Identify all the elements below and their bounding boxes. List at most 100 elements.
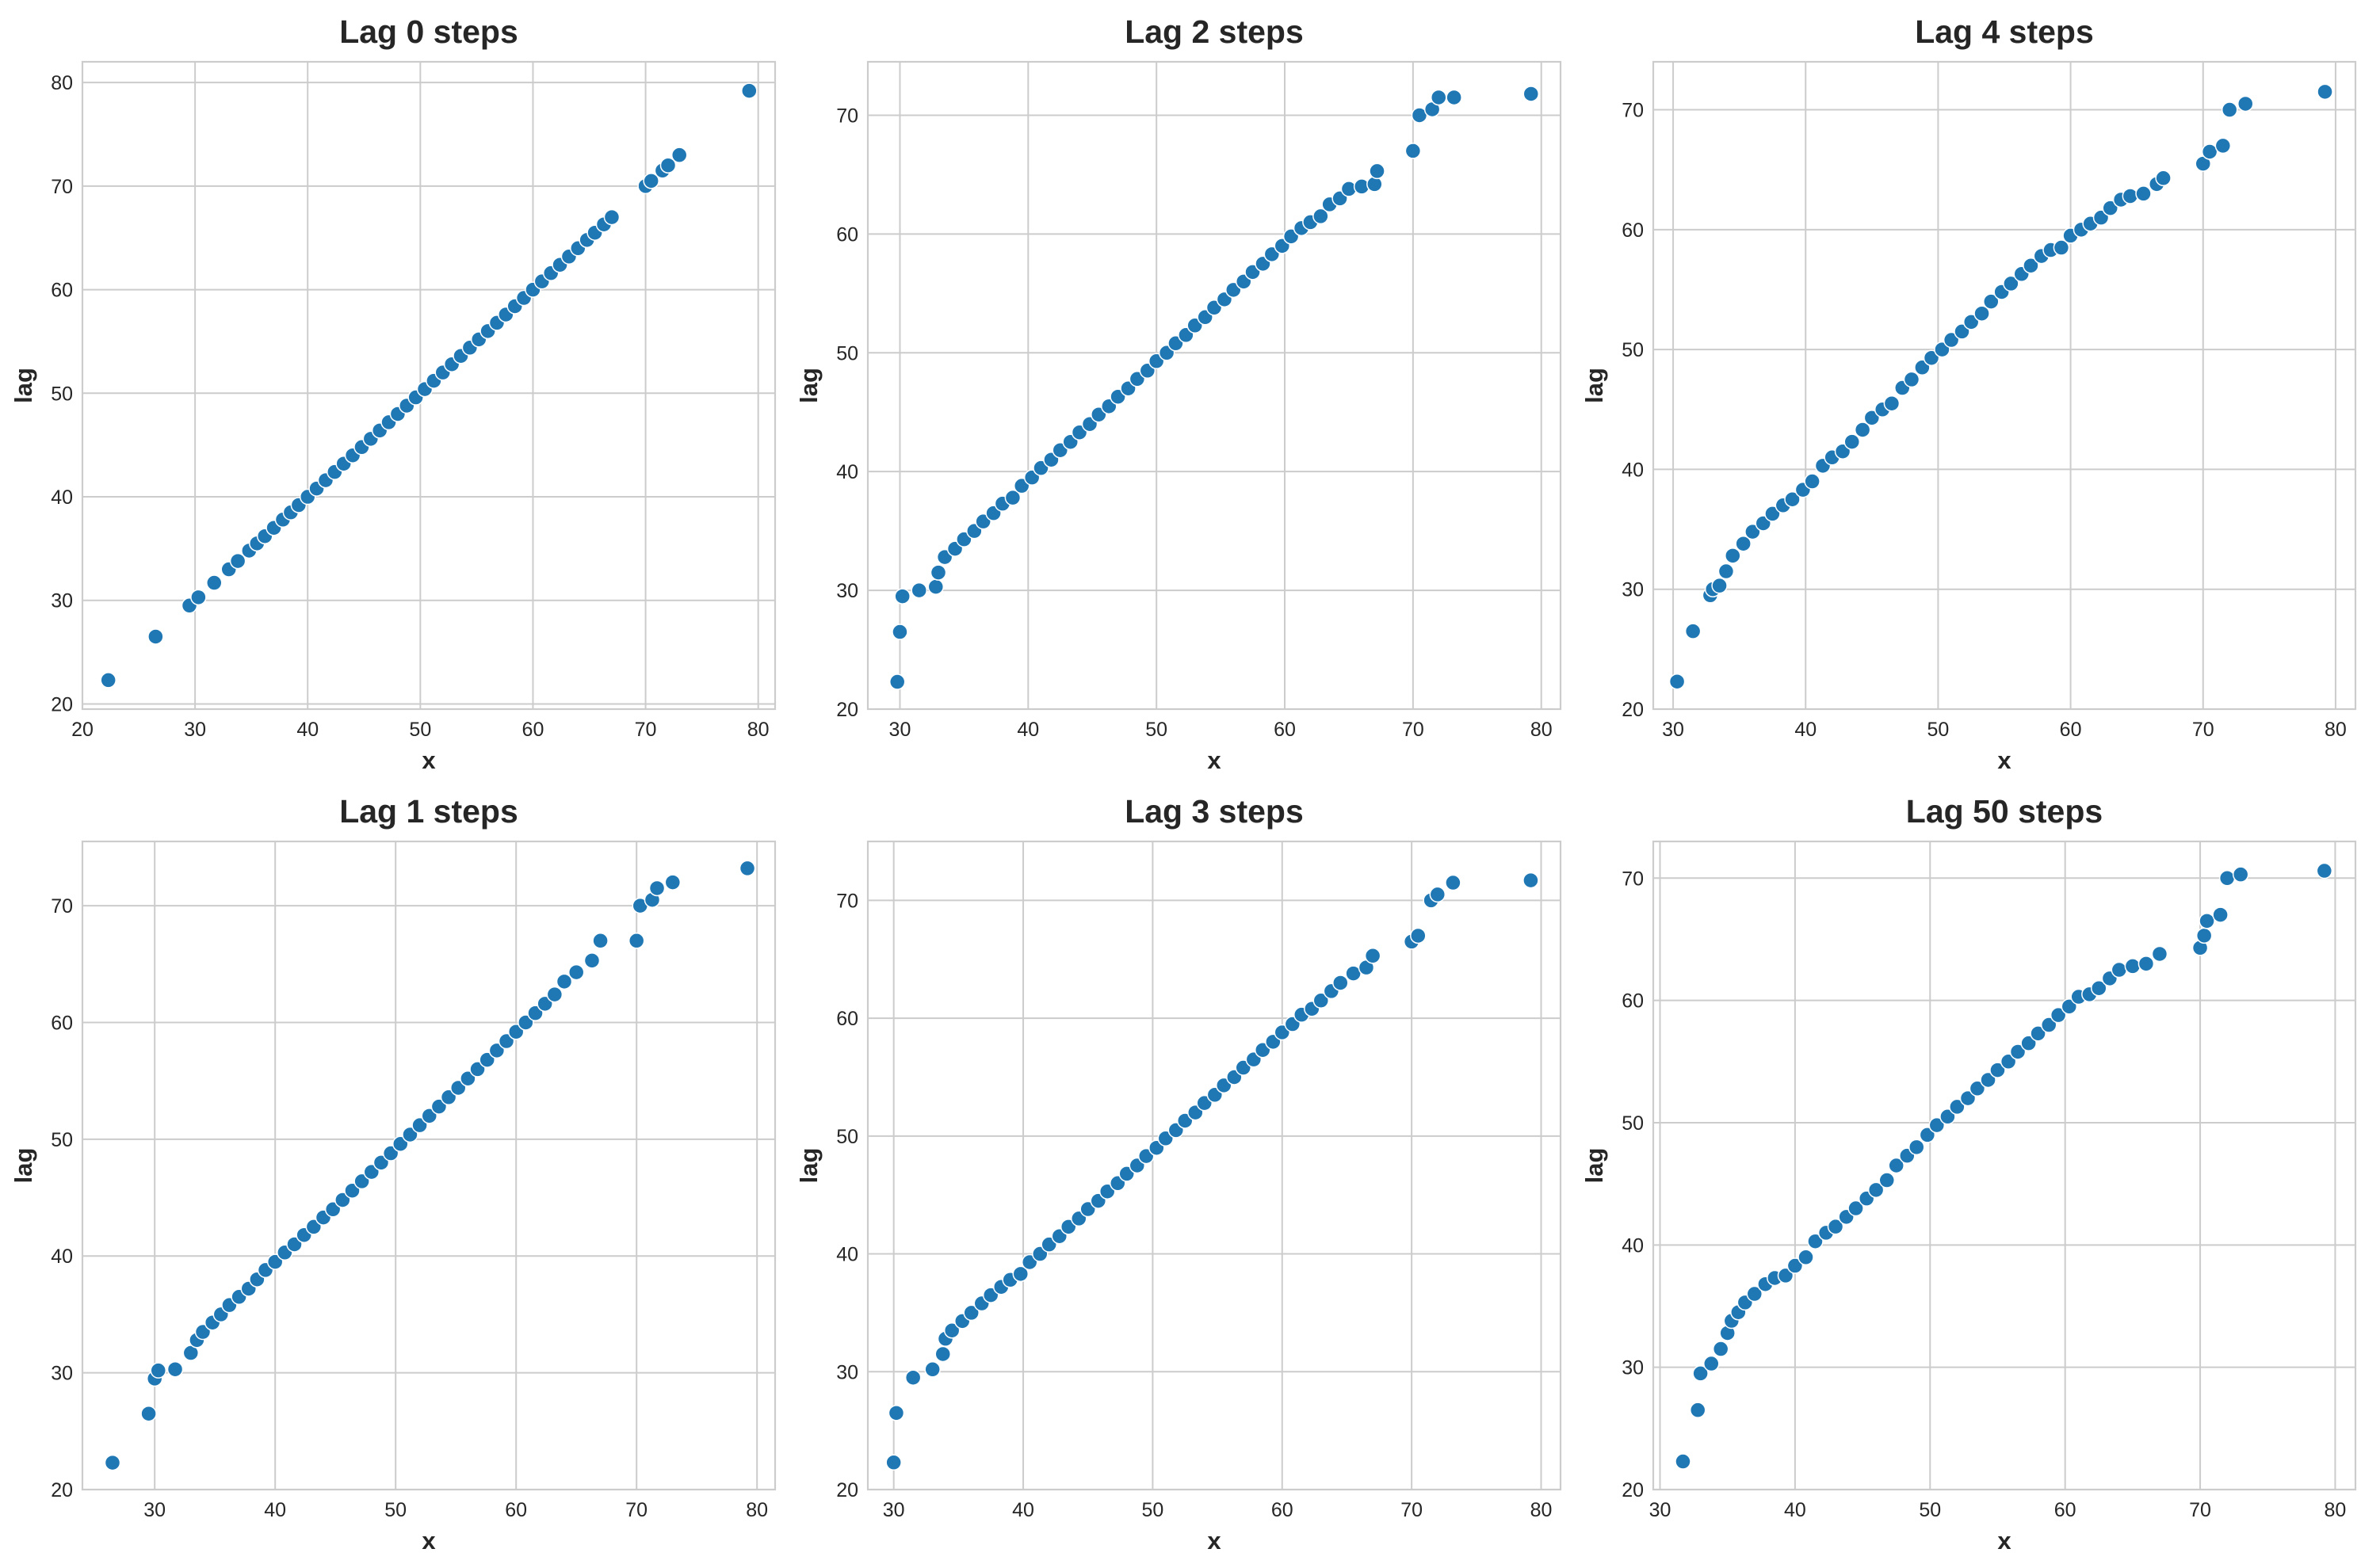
x-axis-label: x <box>422 1527 436 1555</box>
data-point <box>1725 547 1741 564</box>
data-point <box>1764 505 1781 522</box>
x-tick-label: 60 <box>505 1499 527 1521</box>
x-tick-label: 30 <box>1649 1499 1671 1521</box>
data-point <box>670 147 688 163</box>
data-point <box>166 1360 184 1378</box>
data-point <box>1827 1218 1844 1235</box>
data-point <box>2111 961 2128 979</box>
data-point <box>1969 1080 1986 1097</box>
data-point <box>1366 176 1383 193</box>
x-tick-label: 40 <box>296 719 319 741</box>
data-point <box>2020 1035 2037 1051</box>
data-point <box>2030 1025 2046 1042</box>
data-point <box>1949 1098 1966 1116</box>
x-tick-label: 70 <box>635 719 657 741</box>
data-point <box>1847 1200 1864 1217</box>
data-point <box>2040 1017 2057 1033</box>
data-point <box>2124 958 2141 975</box>
data-point <box>1746 1285 1763 1303</box>
x-tick-label: 50 <box>409 719 431 741</box>
data-point <box>628 933 645 949</box>
x-tick-label: 60 <box>522 719 544 741</box>
subplot-title: Lag 1 steps <box>339 793 518 830</box>
data-point <box>1888 1157 1904 1174</box>
data-point <box>1804 473 1820 490</box>
data-point <box>2237 95 2254 113</box>
data-point <box>739 860 756 877</box>
data-point <box>1717 563 1735 580</box>
data-point <box>229 552 246 570</box>
data-point <box>2151 945 2168 963</box>
data-point <box>648 879 666 897</box>
subplot-2: 30 40 50 60 70 80 20 30 40 50 60 70 Lag 4 steps x lag <box>1580 13 2357 774</box>
data-point <box>2102 200 2118 216</box>
y-axis-label: lag <box>10 368 37 403</box>
x-axis-label: x <box>1207 746 1221 774</box>
data-point <box>1369 162 1385 180</box>
data-point <box>894 588 911 605</box>
y-tick-label: 70 <box>836 105 858 127</box>
y-tick-label: 40 <box>51 486 73 509</box>
data-point <box>659 157 677 174</box>
data-point <box>2053 239 2070 256</box>
data-point <box>2155 170 2172 187</box>
y-tick-label: 20 <box>836 699 858 721</box>
y-tick-label: 70 <box>51 895 73 918</box>
subplot-title: Lag 3 steps <box>1125 793 1304 830</box>
data-point <box>885 1454 902 1471</box>
x-tick-label: 40 <box>1794 719 1817 741</box>
plot-frame <box>1652 60 2357 711</box>
y-tick-label: 60 <box>51 1012 73 1034</box>
subplot-1: 30 40 50 60 70 80 20 30 40 50 60 70 Lag 2 steps x lag <box>795 13 1562 774</box>
data-point <box>1973 305 1990 322</box>
plot-frame <box>866 840 1562 1491</box>
y-tick-label: 70 <box>836 890 858 912</box>
data-point <box>556 973 573 990</box>
data-point <box>2199 913 2215 929</box>
x-tick-label: 80 <box>1530 719 1553 741</box>
x-axis-label: x <box>1207 1527 1221 1555</box>
subplot-title: Lag 4 steps <box>1915 13 2094 50</box>
y-tick-label: 40 <box>836 461 858 483</box>
x-tick-label: 30 <box>1662 719 1684 741</box>
x-tick-label: 80 <box>746 1499 768 1521</box>
x-tick-label: 20 <box>71 719 94 741</box>
plot-frame <box>81 840 777 1491</box>
y-axis-label: lag <box>795 1148 823 1184</box>
y-tick-label: 30 <box>836 1361 858 1383</box>
data-point <box>2221 101 2238 118</box>
plot-frame <box>81 60 777 711</box>
x-tick-label: 60 <box>2054 1499 2076 1521</box>
data-point <box>924 1361 941 1378</box>
subplot-3: 30 40 50 60 70 80 20 30 40 50 60 70 Lag 1 steps x lag <box>10 793 777 1555</box>
data-point <box>2214 137 2232 155</box>
x-tick-label: 70 <box>1400 1499 1423 1521</box>
y-tick-label: 20 <box>51 1479 73 1501</box>
data-point <box>963 1304 980 1322</box>
data-point <box>1797 1249 1814 1266</box>
x-axis-label: x <box>422 746 436 774</box>
data-point <box>567 963 585 981</box>
data-point <box>741 82 758 99</box>
data-point <box>1004 489 1022 506</box>
data-point <box>1923 349 1940 366</box>
x-tick-label: 30 <box>143 1499 166 1521</box>
data-point <box>1777 1267 1794 1284</box>
x-tick-label: 50 <box>1919 1499 1941 1521</box>
x-tick-label: 50 <box>1145 719 1167 741</box>
data-point <box>1863 410 1881 426</box>
data-point <box>892 624 908 640</box>
y-tick-label: 60 <box>836 1008 858 1030</box>
data-point <box>583 952 601 969</box>
y-tick-label: 60 <box>836 223 858 246</box>
x-tick-label: 30 <box>889 719 911 741</box>
y-tick-label: 30 <box>1622 579 1644 601</box>
data-point <box>2135 185 2152 202</box>
y-tick-label: 50 <box>1622 339 1644 361</box>
data-point <box>1012 1265 1030 1283</box>
data-point <box>1903 371 1920 388</box>
data-point <box>1668 673 1686 690</box>
x-axis-label: x <box>1997 746 2011 774</box>
x-tick-label: 70 <box>625 1499 648 1521</box>
